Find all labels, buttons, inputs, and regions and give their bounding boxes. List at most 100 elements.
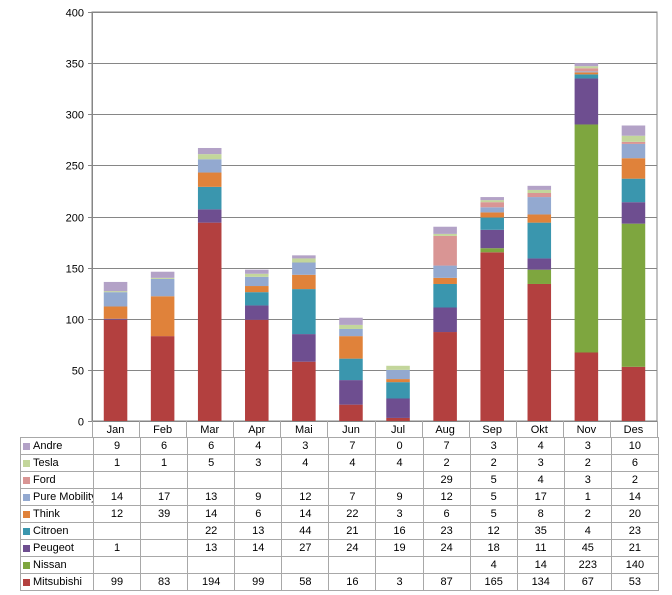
series-name: Ford [33, 474, 56, 486]
table-cell: 6 [610, 454, 660, 472]
table-cell: 14 [281, 505, 330, 523]
bar-segment-citroen [574, 74, 599, 79]
table-cell: 14 [516, 556, 565, 574]
table-row: Nissan 4 14 223 140 [20, 556, 660, 574]
bar-segment-citroen [527, 222, 552, 259]
y-tick-label: 150 [66, 264, 84, 276]
x-tick-label: Des [624, 424, 644, 436]
series-name: Nissan [33, 559, 67, 571]
bar-segment-tesla [245, 273, 269, 277]
bar-segment-andre [433, 226, 457, 234]
bar-segment-tesla [527, 189, 552, 193]
table-cell: 17 [140, 488, 189, 506]
bar-segment-citroen [197, 186, 222, 210]
table-row: Mitsubishi 99 83 194 99 58 16 3 87 165 134 67 53 [20, 573, 660, 591]
table-cell: 3 [469, 437, 518, 455]
table-cell [187, 471, 236, 489]
table-cell: 24 [328, 539, 377, 557]
x-tick-label: Okt [531, 424, 548, 436]
table-cell [140, 471, 189, 489]
bar-segment-peugeot [433, 307, 457, 333]
bar-segment-andre [292, 255, 316, 259]
bar-segment-peugeot [339, 380, 363, 405]
table-cell: 11 [516, 539, 565, 557]
table-cell: 4 [469, 556, 518, 574]
series-label: Pure Mobility [20, 488, 94, 506]
table-cell: 3 [234, 454, 283, 472]
table-cell [328, 471, 377, 489]
bar-segment-citroen [386, 382, 410, 399]
series-name: Pure Mobility [33, 491, 94, 503]
bar-segment-mitsubishi [527, 283, 552, 421]
bar-segment-mitsubishi [480, 252, 504, 421]
series-name: Citroen [33, 525, 69, 537]
series-name: Andre [33, 440, 63, 452]
bar-segment-peugeot [527, 258, 552, 270]
bar-segment-andre [150, 271, 175, 278]
table-cell: 165 [469, 573, 518, 591]
bar-segment-pure-mobility [150, 278, 175, 297]
series-label: Mitsubishi [20, 573, 94, 591]
bar-segment-andre [480, 197, 504, 201]
table-cell [281, 471, 330, 489]
table-cell: 12 [92, 505, 142, 523]
table-cell: 6 [187, 437, 236, 455]
table-row: Peugeot 1 13 14 27 24 19 24 18 11 45 21 [20, 539, 660, 557]
series-label: Citroen [20, 522, 94, 540]
bar-segment-pure-mobility [245, 276, 269, 287]
table-cell: 8 [516, 505, 565, 523]
table-cell: 9 [92, 437, 142, 455]
x-tick-label: Jun [342, 424, 360, 436]
table-cell: 13 [187, 539, 236, 557]
bar-segment-tesla [386, 365, 410, 370]
bar-segment-pure-mobility [339, 328, 363, 337]
table-cell: 67 [563, 573, 612, 591]
bar-segment-tesla [292, 258, 316, 263]
table-cell: 7 [328, 488, 377, 506]
table-cell: 12 [469, 522, 518, 540]
bar-segment-citroen [339, 358, 363, 381]
bar-segment-tesla [150, 277, 175, 279]
table-cell: 1 [563, 488, 612, 506]
bar-segment-andre [103, 281, 128, 292]
table-cell: 0 [375, 437, 424, 455]
table-cell: 6 [140, 437, 189, 455]
bar-segment-pure-mobility [386, 369, 410, 380]
table-cell: 7 [422, 437, 471, 455]
bar-segment-citroen [433, 283, 457, 308]
x-tick-label: Aug [435, 424, 455, 436]
table-cell: 13 [187, 488, 236, 506]
table-cell: 3 [375, 505, 424, 523]
bar-segment-citroen [621, 178, 646, 203]
table-cell: 29 [422, 471, 471, 489]
legend-swatch [23, 527, 30, 535]
bar-segment-pure-mobility [480, 207, 504, 213]
table-cell [281, 556, 330, 574]
table-cell: 99 [92, 573, 142, 591]
table-cell: 14 [92, 488, 142, 506]
x-tick-label: Jul [391, 424, 405, 436]
bar-segment-think [197, 172, 222, 187]
bar-segment-mitsubishi [150, 336, 175, 421]
table-cell: 3 [563, 471, 612, 489]
table-cell: 18 [469, 539, 518, 557]
table-cell: 1 [140, 454, 189, 472]
series-name: Think [33, 508, 60, 520]
bar-segment-peugeot [386, 398, 410, 418]
table-cell: 1 [92, 539, 142, 557]
table-cell: 83 [140, 573, 189, 591]
bar-segment-pure-mobility [103, 292, 128, 307]
bar-segment-andre [574, 63, 599, 67]
bar-segment-mitsubishi [433, 332, 457, 421]
x-tick-label: Nov [577, 424, 597, 436]
bar-segment-think [621, 158, 646, 179]
table-cell: 3 [281, 437, 330, 455]
table-cell: 140 [610, 556, 660, 574]
table-cell: 14 [610, 488, 660, 506]
table-cell: 87 [422, 573, 471, 591]
bar-segment-pure-mobility [433, 265, 457, 278]
table-cell: 12 [422, 488, 471, 506]
x-tick-labels: Jan Feb Mar Apr Mai Jun Jul Aug Sep Okt Nov Des [107, 424, 644, 436]
bar-segment-nissan [574, 124, 599, 353]
x-tick-label: Apr [248, 424, 265, 436]
